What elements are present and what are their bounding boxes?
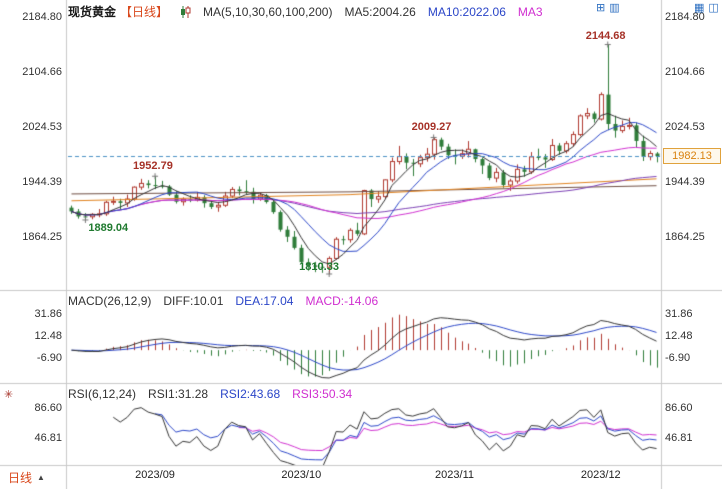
x-axis-label: 2023/11 [435,469,475,481]
rsi-header: RSI(6,12,24) RSI1:31.28 RSI2:43.68 RSI3:… [68,387,352,401]
chart-toolbar-right: ▦ ◫ [694,2,719,14]
y-axis-label: -6.90 [36,352,62,364]
y-axis-label: 1944.39 [22,176,62,188]
period-label: 日线 [8,471,33,485]
y-axis-label: 2184.80 [665,11,705,23]
y-axis-label: 12.48 [665,330,693,342]
y-axis-label: 2104.66 [665,66,705,78]
rsi2-value: RSI2:43.68 [220,387,281,401]
ma-settings-label: MA(5,10,30,60,100,200) [203,4,333,19]
triangle-up-icon: ▲ [37,473,45,482]
y-axis-label: 1944.39 [665,176,705,188]
x-axis-label: 2023/09 [135,469,175,481]
price-annotation: 1810.33 [299,260,339,273]
candlestick-icon [181,5,191,18]
ma10-value: MA10:2022.06 [427,4,506,19]
y-axis-label: 2104.66 [22,66,62,78]
price-annotation: 2009.27 [411,121,452,134]
y-axis-label: 1864.25 [665,231,705,243]
add-compare-icon[interactable]: ⊞ [596,2,606,14]
indicator-settings-icon[interactable]: ✳ [4,389,14,401]
period-tag: 【日线】 [120,5,169,19]
split-view-icon[interactable]: ◫ [708,2,719,14]
price-annotation: 2144.68 [585,29,626,42]
macd-bar-value: MACD:-14.06 [305,294,379,308]
y-axis-label: 46.81 [665,432,693,444]
price-annotation: 1952.79 [133,160,173,173]
macd-dea-value: DEA:17.04 [235,294,294,308]
y-axis-label: 86.60 [665,402,693,414]
grid-view-icon[interactable]: ▦ [694,2,705,14]
macd-diff-value: DIFF:10.01 [163,294,224,308]
y-axis-label: 12.48 [34,330,62,342]
symbol-name: 现货黄金 [68,5,117,19]
y-axis-label: 2184.80 [22,11,62,23]
rsi3-value: RSI3:50.34 [292,387,353,401]
column-chart-icon[interactable]: ▥ [609,2,620,14]
x-axis-label: 2023/10 [281,469,322,481]
ma30-value-truncated: MA3 [517,4,543,19]
ma5-value: MA5:2004.26 [344,4,416,19]
y-axis-label: -6.90 [665,352,691,364]
period-selector-tab[interactable]: 日线 ▲ [0,467,72,488]
y-axis-label: 31.86 [665,308,693,320]
chart-toolbar: ⊞ ▥ [596,2,620,14]
price-annotation: 1889.04 [88,221,129,234]
current-price-badge: 1982.13 [663,148,721,165]
y-axis-label: 31.86 [34,308,62,320]
y-axis-label: 86.60 [34,402,62,414]
y-axis-label: 46.81 [34,432,62,444]
y-axis-label: 2024.53 [665,121,705,133]
chart-header: 现货黄金 【日线】 MA(5,10,30,60,100,200) MA5:200… [68,3,543,20]
macd-header: MACD(26,12,9) DIFF:10.01 DEA:17.04 MACD:… [68,294,378,308]
rsi-params-label: RSI(6,12,24) [68,387,137,401]
x-axis-label: 2023/12 [580,469,621,481]
y-axis-label: 1864.25 [22,231,62,243]
macd-params-label: MACD(26,12,9) [68,294,152,308]
rsi1-value: RSI1:31.28 [148,387,209,401]
y-axis-label: 2024.53 [22,121,62,133]
